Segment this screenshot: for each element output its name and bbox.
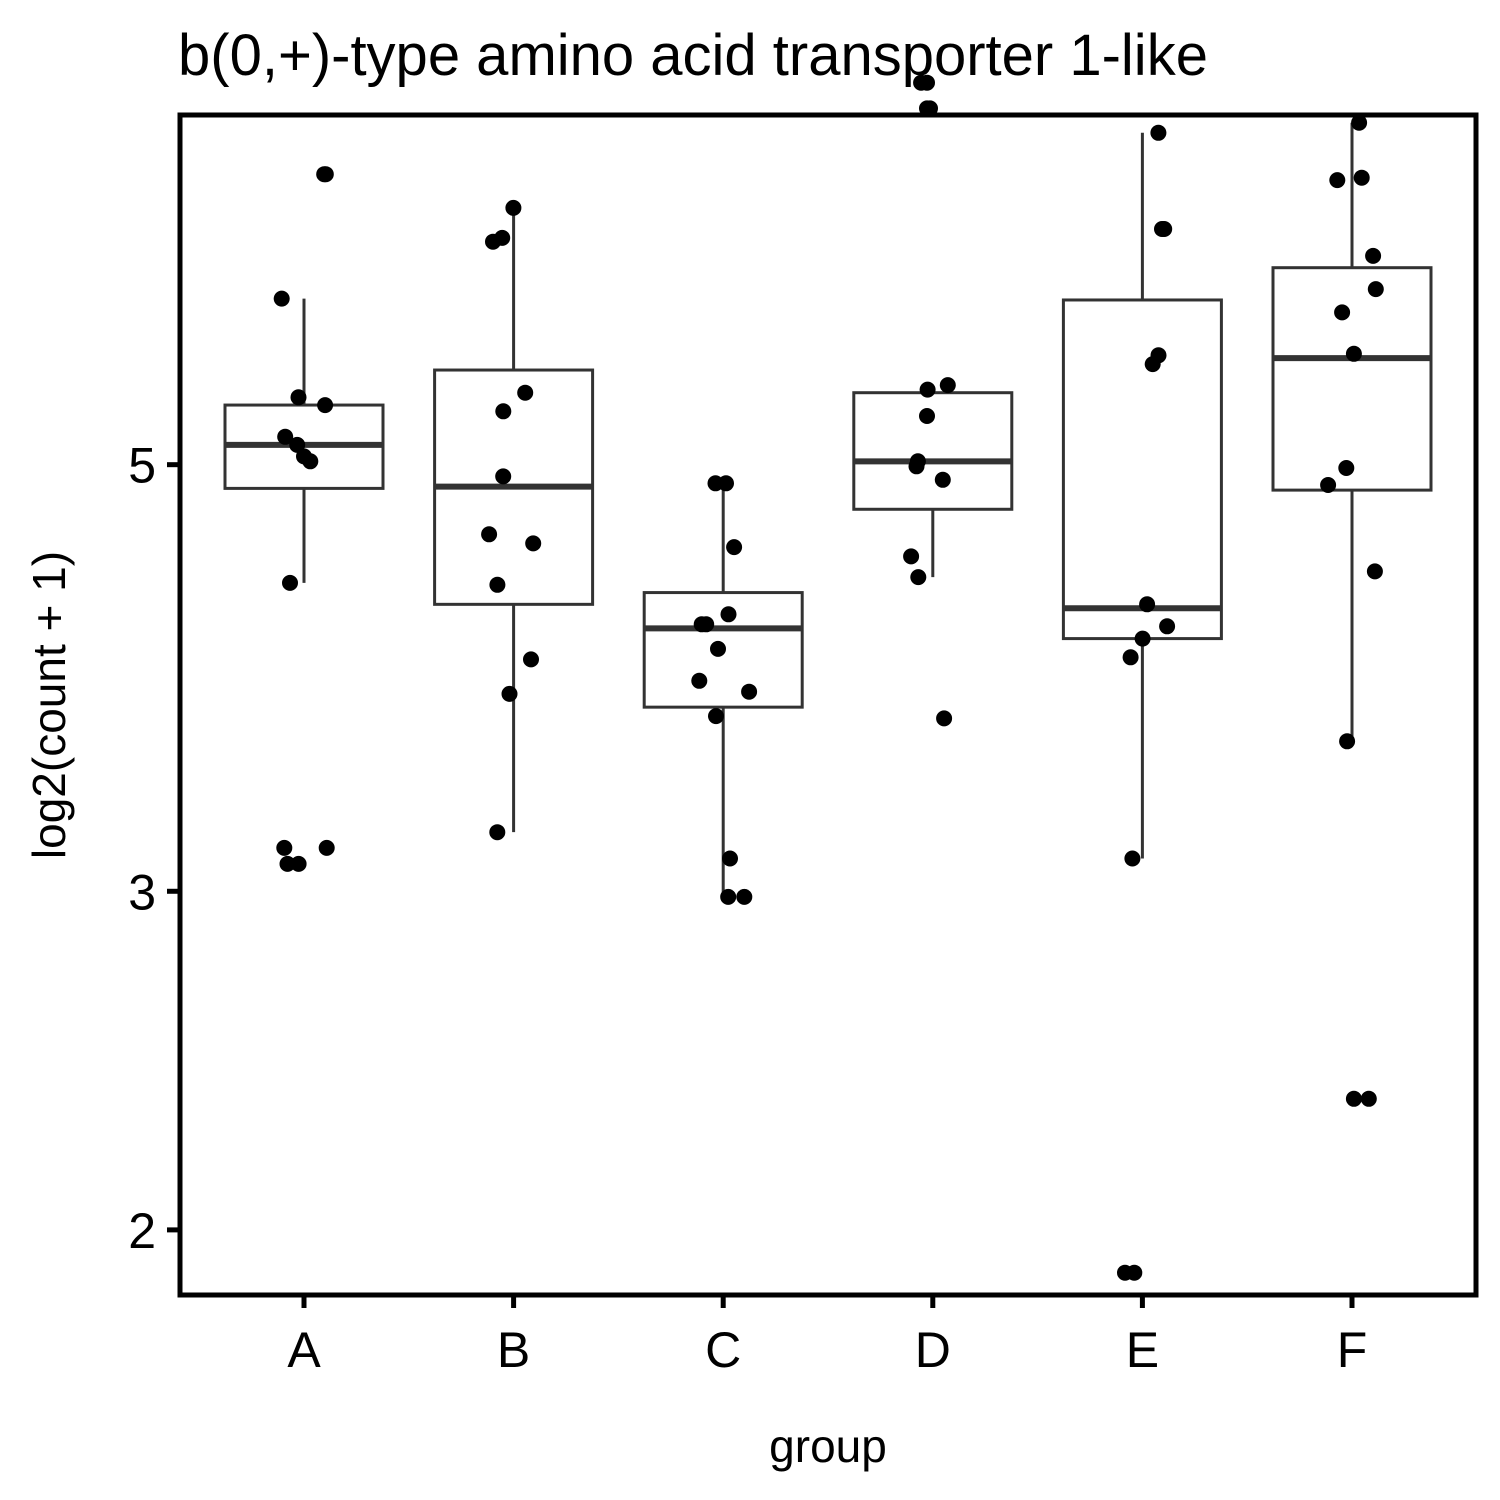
data-point-a — [290, 389, 307, 406]
x-axis-title: group — [769, 1420, 887, 1472]
data-point-c — [726, 539, 743, 556]
data-point-c — [691, 672, 708, 689]
data-point-b — [481, 526, 498, 543]
data-point-f — [1367, 281, 1384, 298]
data-point-f — [1351, 114, 1368, 131]
data-point-c — [698, 616, 715, 633]
x-tick-label: F — [1337, 1322, 1368, 1378]
data-point-a — [317, 166, 334, 183]
boxes-layer — [223, 122, 1433, 897]
data-point-f — [1338, 460, 1355, 476]
data-point-c — [736, 888, 753, 905]
data-point-b — [489, 824, 506, 841]
data-point-e — [1134, 630, 1151, 647]
data-point-f — [1320, 477, 1337, 493]
data-point-d — [919, 74, 935, 91]
panel-border — [177, 112, 1479, 1298]
y-tick-label: 2 — [128, 1203, 156, 1259]
data-point-d — [919, 100, 935, 117]
data-point-d — [936, 710, 953, 727]
data-point-e — [1126, 1264, 1143, 1281]
data-point-a — [318, 839, 335, 856]
box-iqr — [1061, 298, 1223, 641]
data-point-b — [501, 685, 518, 702]
data-point-f — [1366, 563, 1383, 580]
data-point-d — [903, 548, 920, 565]
data-point-f — [1345, 1090, 1362, 1107]
data-point-a — [317, 397, 334, 414]
data-point-f — [1339, 733, 1356, 750]
data-point-f — [1345, 345, 1362, 362]
data-point-c — [720, 606, 737, 623]
box-f — [1271, 122, 1433, 742]
data-point-e — [1159, 618, 1176, 635]
data-point-e — [1124, 850, 1141, 867]
data-point-b — [523, 651, 539, 668]
data-point-e — [1154, 221, 1170, 237]
data-point-d — [910, 569, 927, 586]
data-point-b — [495, 403, 512, 420]
box-c — [642, 483, 804, 897]
box-iqr — [852, 391, 1014, 511]
data-point-b — [495, 468, 512, 485]
data-point-e — [1144, 356, 1161, 373]
y-axis: 2 3 5 — [128, 438, 180, 1259]
data-point-a — [276, 839, 293, 856]
data-point-d — [934, 471, 951, 488]
data-point-a — [282, 574, 298, 591]
data-point-b — [525, 535, 542, 552]
data-point-e — [1139, 596, 1156, 613]
data-point-a — [277, 428, 294, 445]
data-point-f — [1334, 304, 1351, 321]
chart-title: b(0,+)-type amino acid transporter 1-lik… — [178, 23, 1208, 88]
data-point-c — [741, 683, 758, 700]
data-point-a — [290, 855, 307, 872]
y-tick-label: 3 — [128, 864, 156, 920]
box-iqr — [1271, 266, 1433, 492]
x-tick-label: E — [1126, 1322, 1159, 1378]
y-axis-title: log2(count + 1) — [23, 551, 75, 859]
data-point-d — [919, 408, 935, 424]
y-tick-label: 5 — [128, 438, 156, 494]
data-point-c — [708, 708, 724, 725]
x-axis: A B C D E F — [287, 1295, 1367, 1378]
data-point-a — [289, 436, 306, 453]
box-e — [1061, 132, 1223, 859]
data-point-a — [302, 453, 319, 470]
data-point-b — [505, 199, 522, 216]
x-tick-label: C — [705, 1322, 741, 1378]
points-layer — [273, 74, 1384, 1281]
data-point-a — [279, 855, 296, 872]
data-point-b — [485, 233, 501, 250]
data-point-f — [1353, 169, 1370, 186]
data-point-d — [919, 381, 936, 398]
data-point-e — [1150, 124, 1167, 141]
data-point-b — [517, 384, 534, 401]
x-tick-label: D — [915, 1322, 951, 1378]
data-point-b — [489, 576, 506, 593]
x-tick-label: A — [287, 1322, 321, 1378]
data-point-e — [1122, 649, 1139, 666]
data-point-c — [720, 888, 737, 905]
data-point-a — [273, 290, 290, 307]
data-point-d — [939, 377, 956, 394]
data-point-f — [1329, 172, 1346, 189]
data-point-d — [908, 458, 925, 475]
data-point-f — [1360, 1090, 1377, 1107]
x-tick-label: B — [497, 1322, 530, 1378]
data-point-f — [1365, 247, 1382, 264]
box-b — [433, 211, 595, 833]
data-point-c — [722, 850, 738, 867]
data-point-c — [710, 640, 726, 657]
data-point-c — [707, 475, 724, 492]
